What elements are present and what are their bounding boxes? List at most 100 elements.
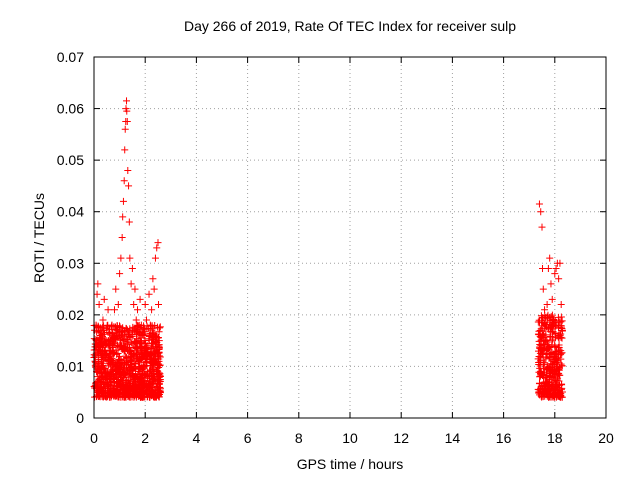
data-point [96, 331, 104, 339]
data-point [121, 392, 129, 400]
data-point [146, 373, 154, 381]
data-point [543, 372, 551, 380]
data-point [138, 372, 146, 380]
data-point [120, 346, 128, 354]
data-point [148, 306, 156, 314]
data-point [540, 320, 548, 328]
data-point [96, 378, 104, 386]
data-point [155, 301, 163, 309]
data-point [546, 254, 554, 262]
x-tick-label: 18 [547, 430, 563, 446]
data-point [552, 355, 560, 363]
data-point [554, 313, 562, 321]
data-point [557, 391, 565, 399]
data-point [118, 329, 126, 337]
data-point [540, 341, 548, 349]
data-point [545, 387, 553, 395]
x-tick-label: 20 [598, 430, 614, 446]
data-point [100, 295, 108, 303]
data-point [537, 312, 545, 320]
data-point [548, 311, 556, 319]
data-point [156, 324, 164, 332]
data-point [142, 316, 150, 324]
data-point [129, 323, 137, 331]
data-point [146, 330, 154, 338]
data-point [548, 341, 556, 349]
y-axis-label: ROTI / TECUs [31, 193, 47, 283]
data-point [138, 328, 146, 336]
data-point [545, 342, 553, 350]
data-point [546, 354, 554, 362]
data-point [150, 350, 158, 358]
data-point [538, 223, 546, 231]
data-point [550, 316, 558, 324]
data-point [104, 382, 112, 390]
data-point [154, 387, 162, 395]
data-point [147, 359, 155, 367]
data-point [114, 377, 122, 385]
x-tick-label: 16 [496, 430, 512, 446]
data-point [121, 385, 129, 393]
data-point [149, 391, 157, 399]
data-point [127, 348, 135, 356]
grid-lines [94, 57, 606, 418]
data-point [109, 361, 117, 369]
data-point [96, 369, 104, 377]
data-point [153, 368, 161, 376]
data-point [120, 177, 128, 185]
data-point [547, 360, 555, 368]
data-point [537, 371, 545, 379]
data-point [116, 270, 124, 278]
data-point [541, 306, 549, 314]
data-point [149, 275, 157, 283]
data-point [541, 390, 549, 398]
data-point [101, 347, 109, 355]
data-point [102, 366, 110, 374]
x-tick-label: 10 [342, 430, 358, 446]
data-point [133, 345, 141, 353]
data-point [143, 345, 151, 353]
data-point [102, 373, 110, 381]
data-point [537, 208, 545, 216]
data-point [150, 285, 158, 293]
chart-title: Day 266 of 2019, Rate Of TEC Index for r… [183, 18, 517, 34]
data-point [124, 338, 132, 346]
data-point [155, 337, 163, 345]
data-point [128, 365, 136, 373]
data-point [114, 301, 122, 309]
data-point [127, 363, 135, 371]
data-point [543, 301, 551, 309]
x-tick-label: 8 [295, 430, 303, 446]
data-point [551, 360, 559, 368]
data-point [122, 332, 130, 340]
data-point [111, 336, 119, 344]
data-point [536, 364, 544, 372]
data-point [121, 370, 129, 378]
data-point [536, 349, 544, 357]
data-point [133, 322, 141, 330]
y-tick-label: 0 [76, 410, 84, 426]
tick-labels: 0 2 4 6 8 10 12 14 16 18 20 0 0.01 0.02 0.03 0.04 0.05 0.… [57, 49, 614, 446]
data-point [549, 320, 557, 328]
data-point [549, 372, 557, 380]
data-point [104, 328, 112, 336]
data-point [558, 362, 566, 370]
data-point [539, 360, 547, 368]
data-point [155, 380, 163, 388]
x-tick-label: 14 [445, 430, 461, 446]
data-point [139, 352, 147, 360]
data-point [94, 391, 102, 399]
data-point [132, 328, 140, 336]
data-point [151, 254, 159, 262]
data-point [147, 366, 155, 374]
data-point [109, 342, 117, 350]
data-point [548, 363, 556, 371]
data-point [537, 325, 545, 333]
data-point [110, 332, 118, 340]
data-point [131, 337, 139, 345]
data-point [110, 306, 118, 314]
data-point [112, 285, 120, 293]
data-point [540, 336, 548, 344]
data-point [547, 325, 555, 333]
